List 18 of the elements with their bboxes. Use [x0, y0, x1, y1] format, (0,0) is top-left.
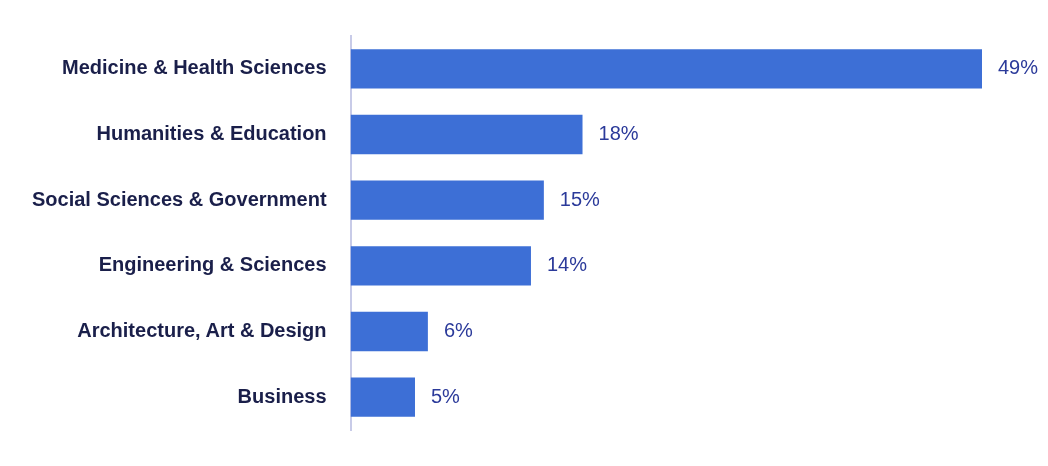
- data-label: 5%: [430, 384, 461, 407]
- data-label: 6%: [443, 319, 473, 342]
- data-label: 49%: [998, 56, 1039, 79]
- data-label: 14%: [546, 253, 588, 276]
- y-tick-label: Social Sciences & Government: [32, 187, 327, 210]
- bar: [350, 377, 415, 417]
- y-tick-label: Architecture, Art & Design: [77, 319, 327, 342]
- bar: [350, 246, 531, 286]
- bar: [350, 114, 583, 155]
- y-tick-label: Business: [237, 384, 327, 407]
- y-tick-label: Engineering & Sciences: [98, 253, 327, 276]
- data-label: 15%: [559, 187, 601, 210]
- bar: [350, 49, 982, 89]
- y-tick-label: Humanities & Education: [96, 122, 327, 145]
- y-tick-label: Medicine & Health Sciences: [62, 56, 327, 79]
- bar: [350, 311, 428, 352]
- data-label: 18%: [598, 122, 639, 145]
- bar: [350, 180, 544, 220]
